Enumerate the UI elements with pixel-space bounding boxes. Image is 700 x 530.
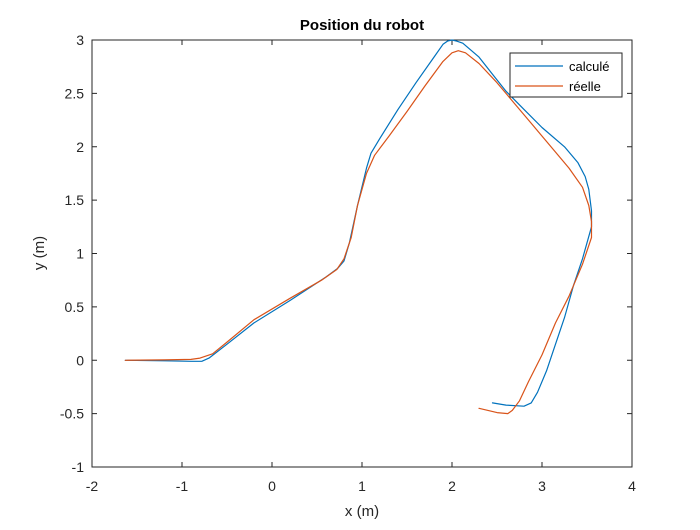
y-tick-label: 1.5 bbox=[65, 192, 85, 208]
y-tick-label: 3 bbox=[76, 32, 84, 48]
chart-title: Position du robot bbox=[300, 17, 424, 34]
y-tick-label: 0.5 bbox=[65, 299, 85, 315]
legend: calculé réelle bbox=[509, 52, 623, 98]
legend-box bbox=[509, 52, 623, 98]
x-tick-label: 3 bbox=[538, 478, 546, 494]
x-tick-label: 4 bbox=[628, 478, 636, 494]
x-tick-label: 1 bbox=[358, 478, 366, 494]
y-tick-label: -1 bbox=[72, 459, 85, 475]
x-tick-label: 0 bbox=[268, 478, 276, 494]
x-tick-label: 2 bbox=[448, 478, 456, 494]
y-axis-label: y (m) bbox=[31, 236, 48, 270]
plot-area bbox=[91, 39, 633, 468]
series-line-0 bbox=[124, 39, 593, 407]
series-line-1 bbox=[124, 50, 593, 415]
y-tick-label: 1 bbox=[76, 246, 84, 262]
y-tick-label: 2.5 bbox=[65, 85, 85, 101]
x-tick-label: -1 bbox=[176, 478, 189, 494]
legend-label-calcule: calculé bbox=[569, 59, 609, 74]
y-tick-label: -0.5 bbox=[60, 406, 84, 422]
ticks-layer: -2 -1 0 1 2 3 4-1-0.500.511.522.53 bbox=[60, 32, 636, 494]
series-layer bbox=[124, 39, 593, 415]
x-axis-label: x (m) bbox=[345, 503, 379, 520]
y-tick-label: 2 bbox=[76, 139, 84, 155]
legend-label-reelle: réelle bbox=[569, 79, 601, 94]
x-tick-label: -2 bbox=[86, 478, 99, 494]
y-tick-label: 0 bbox=[76, 352, 84, 368]
